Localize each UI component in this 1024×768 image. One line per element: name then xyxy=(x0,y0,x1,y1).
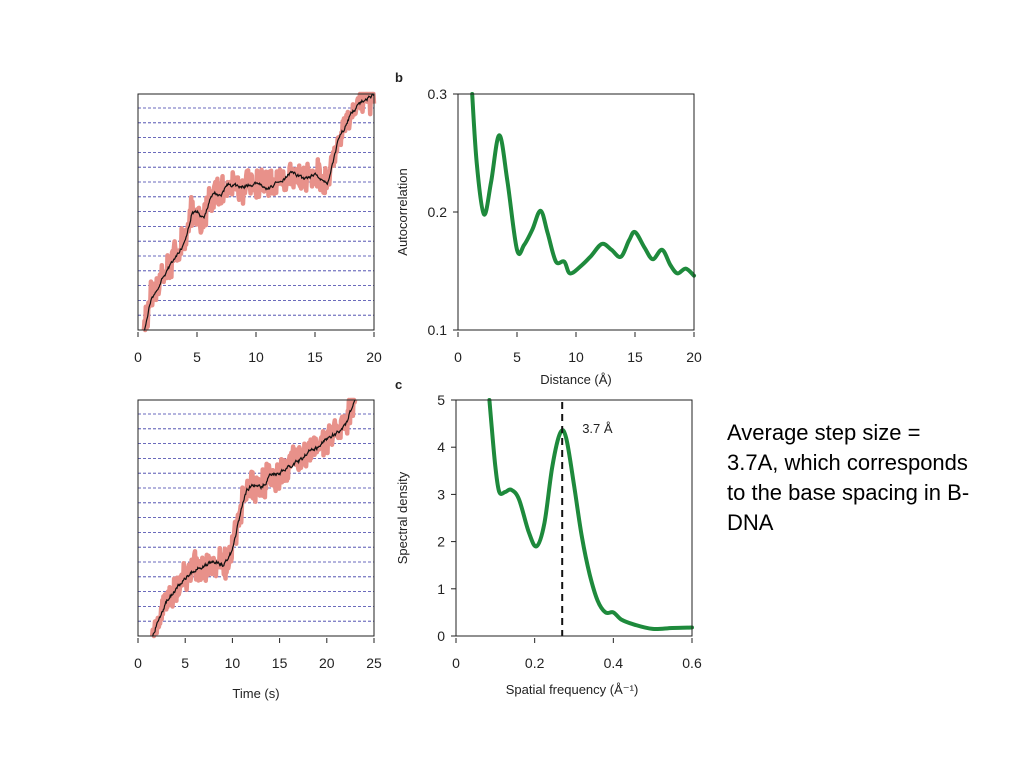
panel-label: b xyxy=(395,70,403,85)
filtered-trace-group xyxy=(152,399,356,637)
x-tick-label: 10 xyxy=(568,349,584,365)
x-tick-label: 5 xyxy=(181,655,189,671)
x-tick-label: 15 xyxy=(627,349,643,365)
raw-trace xyxy=(149,397,358,639)
x-tick-label: 10 xyxy=(248,349,264,365)
y-tick-labels: 0.1 0.2 0.3 xyxy=(428,86,458,338)
step-size-note: Average step size = 3.7A, which correspo… xyxy=(727,420,970,535)
data-curve xyxy=(470,92,696,278)
x-tick-labels: 0 0.2 0.4 0.6 xyxy=(452,638,702,671)
x-tick-label: 0 xyxy=(452,655,460,671)
spectral-density-panel: c 3.7 Å 0 0.2 0.4 0.6 0 1 2 3 4 5 Spatial freque… xyxy=(395,377,702,697)
y-tick-label: 0.2 xyxy=(428,204,448,220)
y-tick-label: 0 xyxy=(437,628,445,644)
x-tick-label: 5 xyxy=(193,349,201,365)
x-tick-label: 0.6 xyxy=(682,655,702,671)
filtered-trace xyxy=(143,93,375,331)
x-tick-label: 0 xyxy=(134,349,142,365)
x-tick-label: 10 xyxy=(225,655,241,671)
plot-frame xyxy=(137,93,375,331)
x-tick-label: 15 xyxy=(272,655,288,671)
step-trace-panel-bottom: 0 5 10 15 20 25 Time (s) xyxy=(134,397,382,701)
panel-label: c xyxy=(395,377,402,392)
x-tick-label: 0.2 xyxy=(525,655,545,671)
x-tick-label: 5 xyxy=(513,349,521,365)
plot-frame xyxy=(137,399,375,637)
x-tick-label: 0.4 xyxy=(604,655,624,671)
x-axis-title: Distance (Å) xyxy=(540,372,612,387)
y-tick-label: 4 xyxy=(437,439,445,455)
peak-marker-label: 3.7 Å xyxy=(582,421,613,436)
x-tick-label: 20 xyxy=(319,655,335,671)
x-tick-label: 20 xyxy=(686,349,702,365)
plot-frame xyxy=(455,399,693,637)
x-tick-label: 20 xyxy=(366,349,382,365)
y-tick-label: 0.1 xyxy=(428,322,448,338)
raw-trace-group xyxy=(149,397,358,639)
x-tick-label: 0 xyxy=(454,349,462,365)
x-tick-label: 25 xyxy=(366,655,382,671)
step-trace-panel-top: 0 5 10 15 20 xyxy=(134,91,382,365)
y-tick-label: 3 xyxy=(437,486,445,502)
autocorrelation-panel: b 0 5 10 15 20 0.1 0.2 0.3 Distance (Å) Autoco… xyxy=(395,70,702,387)
x-tick-labels: 0 5 10 15 20 25 xyxy=(134,638,382,671)
x-axis-title: Time (s) xyxy=(232,686,279,701)
y-tick-label: 2 xyxy=(437,534,445,550)
x-tick-label: 0 xyxy=(134,655,142,671)
y-tick-label: 0.3 xyxy=(428,86,448,102)
y-axis-title: Autocorrelation xyxy=(395,168,410,255)
plot-frame xyxy=(457,93,695,331)
x-tick-label: 15 xyxy=(307,349,323,365)
y-tick-label: 1 xyxy=(437,581,445,597)
x-axis-title: Spatial frequency (Å⁻¹) xyxy=(506,682,639,697)
filtered-trace-group xyxy=(143,93,375,331)
y-tick-label: 5 xyxy=(437,392,445,408)
filtered-trace xyxy=(152,399,356,637)
autocorrelation-curve-group xyxy=(470,92,696,278)
y-axis-title: Spectral density xyxy=(395,471,410,564)
y-tick-labels: 0 1 2 3 4 5 xyxy=(437,392,456,644)
x-tick-labels: 0 5 10 15 20 xyxy=(454,332,702,365)
peak-marker-group: 3.7 Å xyxy=(561,402,613,636)
x-tick-labels: 0 5 10 15 20 xyxy=(134,332,382,365)
